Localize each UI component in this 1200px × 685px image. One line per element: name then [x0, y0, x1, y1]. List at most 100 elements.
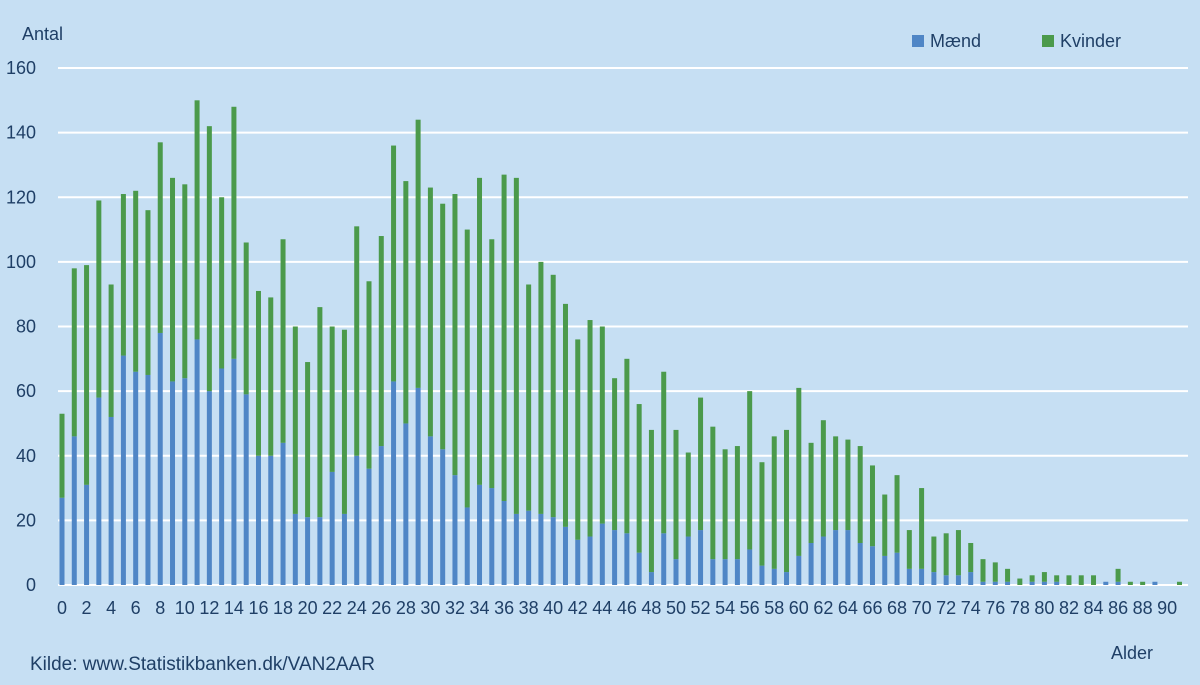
bar-maend [796, 555, 802, 585]
bar-kvinder [636, 404, 642, 553]
bar-maend [182, 378, 188, 585]
bar-kvinder [612, 378, 618, 531]
bar-maend [219, 368, 225, 585]
bar-kvinder [513, 177, 519, 514]
bar-maend [59, 497, 65, 585]
bar-kvinder [808, 442, 814, 543]
bar-kvinder [391, 145, 397, 382]
bar-kvinder [1005, 568, 1011, 582]
x-tick-label: 46 [617, 598, 637, 618]
bar-kvinder [133, 190, 139, 372]
x-tick-label: 10 [175, 598, 195, 618]
bar-maend [698, 530, 704, 585]
bar-maend [477, 484, 483, 585]
bar-maend [1103, 581, 1109, 585]
bar-maend [231, 358, 237, 585]
bar-maend [734, 559, 740, 585]
legend-label-kvinder: Kvinder [1060, 31, 1121, 51]
bar-maend [243, 394, 249, 585]
x-tick-label: 88 [1133, 598, 1153, 618]
bar-kvinder [931, 536, 937, 573]
bar-kvinder [71, 268, 77, 437]
bar-maend [919, 568, 925, 585]
bar-maend [96, 397, 102, 585]
y-tick-label: 120 [6, 187, 36, 207]
x-tick-label: 0 [57, 598, 67, 618]
bar-maend [501, 500, 507, 585]
bar-kvinder [231, 106, 237, 359]
bar-maend [391, 381, 397, 585]
bar-kvinder [280, 239, 286, 443]
bar-maend [1054, 581, 1060, 585]
bar-kvinder [1029, 575, 1035, 582]
x-tick-label: 22 [322, 598, 342, 618]
bar-maend [489, 488, 495, 585]
bar-maend [833, 530, 839, 585]
bar-kvinder [157, 142, 163, 333]
x-tick-label: 84 [1084, 598, 1104, 618]
bar-kvinder [120, 194, 126, 356]
x-tick-label: 78 [1010, 598, 1030, 618]
bar-kvinder [440, 203, 446, 450]
y-tick-label: 0 [26, 575, 36, 595]
bar-maend [170, 381, 176, 585]
bar-maend [378, 446, 384, 585]
legend: Mænd Kvinder [912, 31, 1121, 51]
bar-maend [845, 530, 851, 585]
bar-kvinder [526, 284, 532, 511]
bar-kvinder [378, 236, 384, 447]
bar-maend [1029, 581, 1035, 585]
bar-kvinder [477, 177, 483, 485]
bar-maend [133, 371, 139, 585]
bar-kvinder [268, 297, 274, 456]
x-tick-label: 28 [396, 598, 416, 618]
bar-maend [427, 436, 433, 585]
bar-maend [943, 575, 949, 585]
bar-maend [440, 449, 446, 585]
x-tick-label: 76 [985, 598, 1005, 618]
bar-kvinder [575, 339, 581, 540]
bar-kvinder [464, 229, 470, 508]
bar-kvinder [415, 119, 421, 388]
x-tick-label: 50 [666, 598, 686, 618]
bar-maend [526, 510, 532, 585]
x-tick-label: 70 [912, 598, 932, 618]
y-tick-label: 140 [6, 123, 36, 143]
bar-maend [820, 536, 826, 585]
bar-kvinder [84, 265, 90, 485]
bar-maend [354, 455, 360, 585]
bar-maend [1115, 581, 1121, 585]
x-tick-label: 4 [106, 598, 116, 618]
x-tick-label: 68 [887, 598, 907, 618]
bar-kvinder [562, 303, 568, 527]
bar-maend [145, 374, 151, 585]
x-tick-label: 6 [131, 598, 141, 618]
bar-maend [305, 517, 311, 585]
bar-maend [661, 533, 667, 585]
bar-maend [280, 442, 286, 585]
bar-maend [562, 526, 568, 585]
y-tick-label: 20 [16, 510, 36, 530]
bar-kvinder [1091, 575, 1097, 585]
bar-kvinder [427, 187, 433, 437]
bar-kvinder [955, 530, 961, 576]
legend-label-maend: Mænd [930, 31, 981, 51]
bar-maend [194, 339, 200, 585]
bar-maend [968, 572, 974, 585]
bar-kvinder [1127, 581, 1133, 585]
bar-maend [771, 568, 777, 585]
bar-kvinder [869, 465, 875, 547]
x-tick-label: 36 [494, 598, 514, 618]
bar-maend [955, 575, 961, 585]
bar-maend [255, 455, 261, 585]
bar-kvinder [305, 362, 311, 518]
bar-maend [808, 542, 814, 585]
bar-maend [415, 387, 421, 585]
bar-kvinder [599, 326, 605, 524]
x-tick-label: 2 [82, 598, 92, 618]
bar-maend [120, 355, 126, 585]
bar-maend [931, 572, 937, 585]
gridlines [58, 67, 1188, 586]
bar-kvinder [501, 174, 507, 501]
